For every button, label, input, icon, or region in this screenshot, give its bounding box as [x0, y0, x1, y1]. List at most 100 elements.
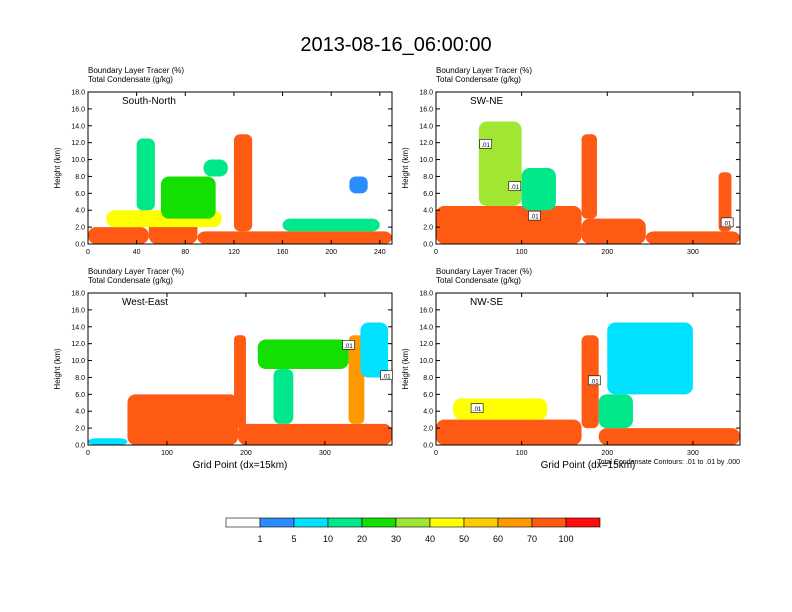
colorbar-label: 30 — [391, 534, 401, 544]
panel-frame — [87, 91, 393, 245]
x-tick-label: 100 — [516, 249, 528, 256]
colorbar-label: 70 — [527, 534, 537, 544]
y-tick-label: 0.0 — [75, 242, 85, 249]
y-tick-label: 18.0 — [71, 90, 85, 97]
y-tick-label: 16.0 — [419, 106, 433, 113]
y-tick-label: 14.0 — [419, 123, 433, 130]
panel-frame — [87, 292, 393, 446]
y-tick-label: 2.0 — [423, 426, 433, 433]
footnote: Total Condensate Contours: .01 to .01 by… — [597, 459, 740, 466]
colorbar-swatch — [463, 517, 499, 528]
contour-label: .01 — [344, 344, 353, 350]
feature-region — [607, 322, 693, 395]
x-tick-label: 300 — [687, 450, 699, 457]
colorbar-swatch — [497, 517, 533, 528]
panel-nw-se: Boundary Layer Tracer (%)Total Condensat… — [401, 267, 741, 471]
y-tick-label: 18.0 — [419, 291, 433, 298]
feature-region — [160, 176, 216, 219]
feature-region — [88, 227, 149, 244]
y-tick-label: 10.0 — [419, 157, 433, 164]
y-tick-label: 8.0 — [75, 174, 85, 181]
colorbar-swatch — [565, 517, 601, 528]
panel-label: South-North — [122, 96, 176, 107]
y-tick-label: 18.0 — [419, 90, 433, 97]
y-tick-label: 16.0 — [419, 307, 433, 314]
x-tick-label: 0 — [86, 450, 90, 457]
x-tick-label: 300 — [687, 249, 699, 256]
panel-label: West-East — [122, 297, 168, 308]
feature-region — [521, 168, 556, 211]
y-tick-label: 12.0 — [419, 140, 433, 147]
colorbar: 1 5 10 20 30 40 50 60 70 100 — [225, 517, 601, 544]
x-tick-label: 120 — [228, 249, 240, 256]
y-tick-label: 6.0 — [75, 392, 85, 399]
colorbar-label: 40 — [425, 534, 435, 544]
colorbar-label: 10 — [323, 534, 333, 544]
feature-region — [238, 423, 392, 445]
contour-label: .01 — [723, 221, 732, 227]
y-tick-label: 6.0 — [75, 191, 85, 198]
contour-label: .01 — [382, 374, 391, 380]
x-axis-label: Grid Point (dx=15km) — [541, 460, 636, 471]
x-tick-label: 240 — [374, 249, 386, 256]
feature-region — [282, 218, 380, 232]
contour-label-box — [508, 181, 522, 191]
colorbar-label: 5 — [291, 534, 296, 544]
contour-label: .01 — [511, 185, 520, 191]
contour-label-box — [528, 210, 541, 221]
y-tick-label: 6.0 — [423, 191, 433, 198]
panel-label: SW-NE — [470, 96, 503, 107]
y-tick-label: 10.0 — [71, 358, 85, 365]
feature-region — [436, 206, 582, 244]
y-tick-label: 12.0 — [71, 341, 85, 348]
panel-frame — [435, 91, 741, 245]
panel-field — [436, 322, 740, 445]
contour-label-box — [380, 370, 393, 381]
feature-region — [453, 398, 548, 420]
y-tick-label: 18.0 — [71, 291, 85, 298]
contour-label-box — [720, 217, 734, 228]
y-tick-label: 0.0 — [423, 443, 433, 450]
x-tick-label: 0 — [434, 450, 438, 457]
y-tick-label: 14.0 — [419, 324, 433, 331]
y-tick-label: 12.0 — [419, 341, 433, 348]
colorbar-swatch — [293, 517, 329, 528]
panel-header-line: Total Condensate (g/kg) — [436, 276, 521, 285]
contour-label: .01 — [590, 379, 599, 385]
y-axis-label: Height (km) — [401, 348, 410, 390]
y-tick-label: 2.0 — [75, 225, 85, 232]
feature-region — [257, 339, 349, 369]
panel-header-line: Boundary Layer Tracer (%) — [88, 267, 184, 276]
contour-label-box — [470, 403, 484, 413]
colorbar-label: 100 — [558, 534, 573, 544]
feature-region — [478, 121, 522, 206]
contour-label: .01 — [530, 215, 539, 221]
y-tick-label: 10.0 — [419, 358, 433, 365]
feature-region — [581, 218, 646, 244]
colorbar-label: 20 — [357, 534, 367, 544]
y-tick-label: 4.0 — [75, 409, 85, 416]
contour-label: .01 — [473, 407, 482, 413]
panel-sw-ne: Boundary Layer Tracer (%)Total Condensat… — [401, 66, 741, 256]
colorbar-label: 1 — [257, 534, 262, 544]
feature-region — [197, 231, 392, 244]
colorbar-swatch — [327, 517, 363, 528]
x-tick-label: 100 — [161, 450, 173, 457]
panel-header-line: Boundary Layer Tracer (%) — [88, 66, 184, 75]
colorbar-label: 60 — [493, 534, 503, 544]
x-tick-label: 200 — [601, 450, 613, 457]
x-tick-label: 100 — [516, 450, 528, 457]
y-tick-label: 4.0 — [423, 409, 433, 416]
y-tick-label: 14.0 — [71, 324, 85, 331]
x-tick-label: 200 — [240, 450, 252, 457]
feature-region — [436, 419, 582, 445]
panel-header-line: Total Condensate (g/kg) — [436, 75, 521, 84]
panels-group: Boundary Layer Tracer (%)Total Condensat… — [53, 66, 741, 471]
y-tick-label: 4.0 — [423, 208, 433, 215]
y-tick-label: 16.0 — [71, 307, 85, 314]
y-tick-label: 10.0 — [71, 157, 85, 164]
x-tick-label: 80 — [181, 249, 189, 256]
colorbar-swatch — [531, 517, 567, 528]
panel-header-line: Total Condensate (g/kg) — [88, 276, 173, 285]
panel-header-line: Boundary Layer Tracer (%) — [436, 267, 532, 276]
